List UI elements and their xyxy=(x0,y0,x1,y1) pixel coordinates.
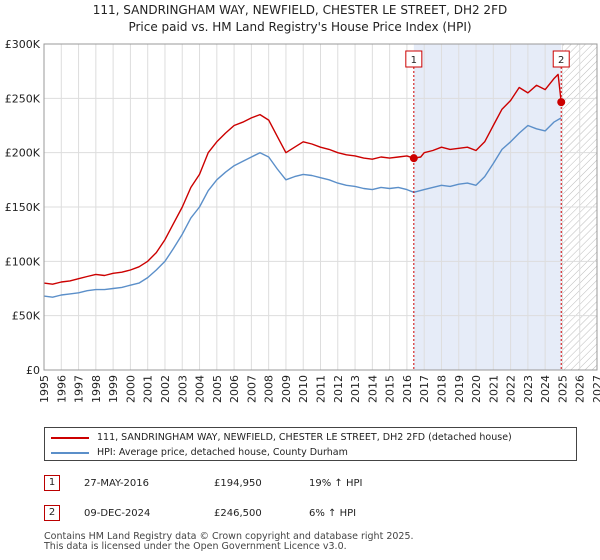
sale-point-2 xyxy=(557,98,566,107)
x-tick-label: 1995 xyxy=(38,375,51,403)
legend-item-property: 111, SANDRINGHAM WAY, NEWFIELD, CHESTER … xyxy=(51,430,512,445)
sale-hpi-2: 6% ↑ HPI xyxy=(309,508,357,519)
price-chart: 1995 1996 1997 1998 1999 2000 2001 2002 2003 2004… xyxy=(5,38,600,403)
chart-subtitle: Price paid vs. HM Land Registry's House … xyxy=(128,20,472,34)
sale-label-box-1 xyxy=(405,50,423,68)
x-tick-label: 2019 xyxy=(453,375,466,403)
legend-swatch-hpi xyxy=(51,451,89,454)
legend-label-property: 111, SANDRINGHAM WAY, NEWFIELD, CHESTER … xyxy=(97,432,512,443)
sale-point-1 xyxy=(409,154,418,163)
series-line-hpi xyxy=(43,117,562,298)
x-tick-label: 2016 xyxy=(401,375,414,403)
x-tick-label: 1999 xyxy=(107,375,120,403)
x-tick-label: 2002 xyxy=(159,375,172,403)
x-tick-label: 2022 xyxy=(505,375,518,403)
x-tick-label: 2012 xyxy=(332,375,345,403)
sale-hpi-1: 19% ↑ HPI xyxy=(309,478,363,489)
sale-marker-1: 1 xyxy=(44,475,60,491)
x-tick-label: 2018 xyxy=(435,375,448,403)
x-tick-label: 2007 xyxy=(245,375,258,403)
x-tick-label: 2015 xyxy=(384,375,397,403)
y-tick-label: £300K xyxy=(5,38,41,51)
x-tick-label: 2000 xyxy=(124,375,137,403)
x-tick-label: 2003 xyxy=(176,375,189,403)
legend-item-hpi: HPI: Average price, detached house, Coun… xyxy=(51,445,348,460)
x-tick-label: 1998 xyxy=(90,375,103,403)
x-tick-label: 2010 xyxy=(297,375,310,403)
x-tick-label: 2025 xyxy=(556,375,569,403)
x-tick-label: 2020 xyxy=(470,375,483,403)
chart-legend: 111, SANDRINGHAM WAY, NEWFIELD, CHESTER … xyxy=(44,427,577,461)
x-tick-label: 2014 xyxy=(366,375,379,403)
x-tick-label: 2004 xyxy=(194,375,207,403)
x-tick-label: 1996 xyxy=(55,375,68,403)
x-tick-label: 2001 xyxy=(142,375,155,403)
legend-label-hpi: HPI: Average price, detached house, Coun… xyxy=(97,447,348,458)
y-tick-label: £0 xyxy=(26,364,40,377)
y-tick-label: £150K xyxy=(5,201,41,214)
plot-border xyxy=(43,43,598,371)
y-tick-label: £200K xyxy=(5,147,41,160)
footer: Contains HM Land Registry data © Crown c… xyxy=(44,532,414,552)
series-line-property xyxy=(43,73,562,285)
y-tick-label: £250K xyxy=(5,92,41,105)
x-tick-label: 2026 xyxy=(574,375,587,403)
x-tick-label: 2005 xyxy=(211,375,224,403)
sale-price-1: £194,950 xyxy=(214,478,262,489)
x-tick-label: 2021 xyxy=(487,375,500,403)
sale-label-2: 2 xyxy=(558,55,564,66)
x-tick-label: 1997 xyxy=(73,375,86,403)
sale-marker-2: 2 xyxy=(44,505,60,521)
x-tick-label: 2011 xyxy=(315,375,328,403)
footer-line2: This data is licensed under the Open Gov… xyxy=(44,541,347,552)
x-tick-label: 2017 xyxy=(418,375,431,403)
x-tick-label: 2024 xyxy=(539,375,552,403)
chart-title: 111, SANDRINGHAM WAY, NEWFIELD, CHESTER … xyxy=(0,2,600,36)
x-tick-label: 2013 xyxy=(349,375,362,403)
sale-date-2: 09-DEC-2024 xyxy=(84,508,151,519)
sale-label-box-2 xyxy=(552,50,570,68)
x-tick-label: 2006 xyxy=(228,375,241,403)
sale-label-1: 1 xyxy=(411,55,417,66)
x-tick-label: 2009 xyxy=(280,375,293,403)
footer-line1: Contains HM Land Registry data © Crown c… xyxy=(44,531,414,542)
sale-price-2: £246,500 xyxy=(214,508,262,519)
chart-title-line1: 111, SANDRINGHAM WAY, NEWFIELD, CHESTER … xyxy=(92,3,508,17)
y-tick-label: £100K xyxy=(5,255,41,268)
x-tick-label: 2023 xyxy=(522,375,535,403)
x-tick-label: 2027 xyxy=(591,375,600,403)
sale-date-1: 27-MAY-2016 xyxy=(84,478,150,489)
y-tick-label: £50K xyxy=(12,310,41,323)
x-tick-label: 2008 xyxy=(263,375,276,403)
legend-swatch-property xyxy=(51,436,89,439)
